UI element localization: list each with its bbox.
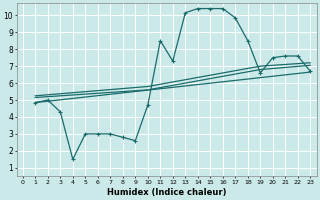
X-axis label: Humidex (Indice chaleur): Humidex (Indice chaleur) (107, 188, 226, 197)
